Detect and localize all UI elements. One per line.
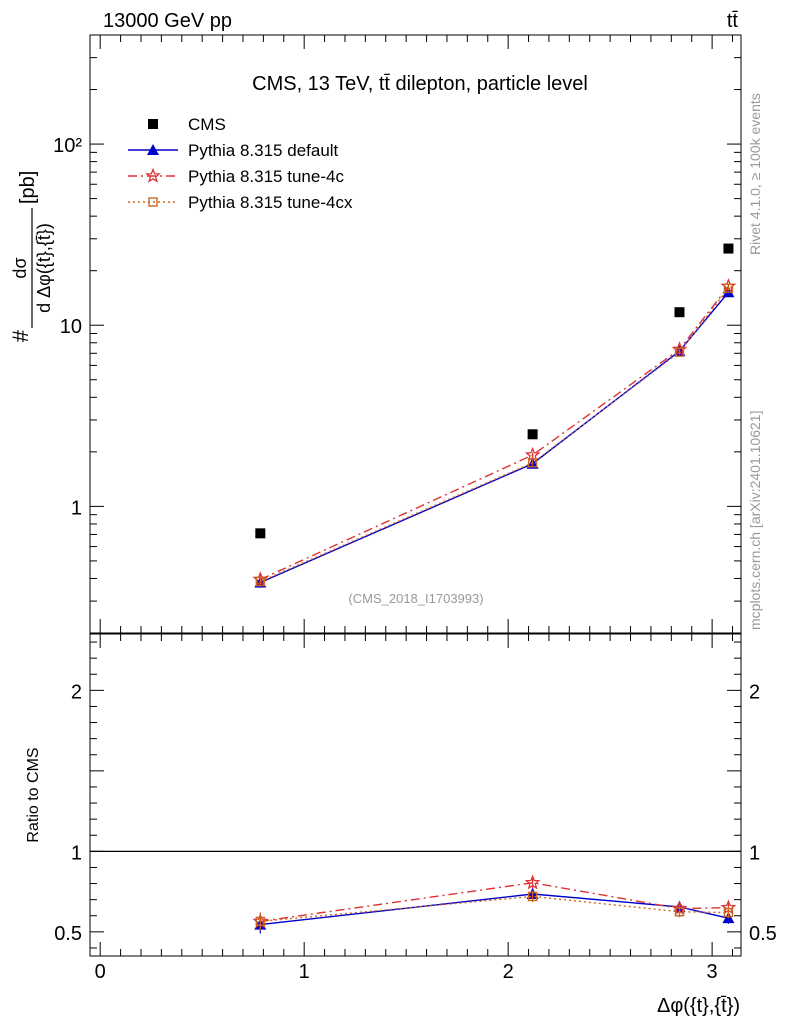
data-point xyxy=(527,891,538,902)
rivet-label: Rivet 4.1.0, ≥ 100k events xyxy=(747,93,763,255)
data-point xyxy=(147,144,159,155)
legend-label: Pythia 8.315 tune-4c xyxy=(188,167,344,186)
ratio-y-axis-label: Ratio to CMS xyxy=(25,747,42,842)
data-point xyxy=(723,243,734,254)
legend-entry: Pythia 8.315 tune-4c xyxy=(128,167,344,186)
analysis-watermark: (CMS_2018_I1703993) xyxy=(348,591,483,606)
y-label-units: [pb] xyxy=(17,171,39,204)
ratio-y-tick-label-right: 1 xyxy=(749,842,760,864)
data-point xyxy=(255,528,266,539)
data-point xyxy=(527,429,538,440)
ratio-axis-ticks xyxy=(90,634,741,956)
data-point xyxy=(148,119,158,129)
series-line xyxy=(260,895,729,923)
y-tick-label: 10 xyxy=(60,316,82,338)
series-line xyxy=(260,287,729,583)
main-title: CMS, 13 TeV, tt̄ dilepton, particle leve… xyxy=(252,73,588,95)
process-label: tt̄ xyxy=(727,10,739,32)
y-label-denominator: d Δφ({t},{t̄}) xyxy=(34,223,54,313)
data-point xyxy=(255,576,266,587)
legend-entry: Pythia 8.315 default xyxy=(128,141,339,160)
main-y-axis-label: # dσ d Δφ({t},{t̄}) [pb] xyxy=(8,171,54,343)
x-tick-labels: 0 1 2 3 xyxy=(95,961,718,983)
ratio-panel-frame xyxy=(89,633,742,957)
series-line xyxy=(260,291,729,584)
data-point xyxy=(723,283,734,293)
energy-label: 13000 GeV pp xyxy=(103,10,232,32)
series-main-pythia-8-315-tune-4cx xyxy=(255,283,734,587)
ratio-y-tick-label: 0.5 xyxy=(54,923,82,945)
series-ratio-pythia-8-315-tune-4cx xyxy=(255,890,734,931)
main-series-layer xyxy=(252,243,737,588)
x-tick-label: 0 xyxy=(95,961,106,983)
mcplots-label: mcplots.cern.ch [arXiv:2401.10621] xyxy=(747,411,763,630)
series-main-pythia-8-315-default xyxy=(254,286,735,588)
ratio-series-layer xyxy=(252,874,737,934)
main-axis-ticks xyxy=(90,34,741,634)
data-point xyxy=(145,167,161,183)
ratio-panel: 0.5 0.5 1 1 2 2 0 1 2 3 xyxy=(54,633,777,983)
data-point xyxy=(524,446,541,462)
data-point xyxy=(674,347,685,357)
legend-entry: CMS xyxy=(148,115,226,134)
series-ratio-pythia-8-315-default xyxy=(254,888,735,934)
ratio-y-tick-label: 2 xyxy=(71,681,82,703)
x-tick-label: 1 xyxy=(299,961,310,983)
series-line xyxy=(260,285,729,581)
legend: CMS Pythia 8.315 default Pythia 8.315 tune… xyxy=(128,115,353,212)
series-main-cms xyxy=(255,243,734,539)
y-label-prefix: # xyxy=(8,329,33,342)
main-panel: 1 10 10² CMS, 13 TeV, tt̄ dilepton, partic… xyxy=(53,34,742,634)
ratio-y-tick-label: 1 xyxy=(71,842,82,864)
ratio-y-tick-labels: 0.5 0.5 1 1 2 2 xyxy=(54,681,777,945)
y-tick-label: 1 xyxy=(71,497,82,519)
legend-label: Pythia 8.315 default xyxy=(188,141,339,160)
x-tick-label: 2 xyxy=(503,961,514,983)
legend-label: CMS xyxy=(188,115,226,134)
data-point xyxy=(255,916,266,927)
series-ratio-pythia-8-315-tune-4c xyxy=(252,874,737,931)
series-line xyxy=(260,882,729,923)
data-point xyxy=(524,874,541,890)
ratio-y-tick-label-right: 0.5 xyxy=(749,923,777,945)
data-point xyxy=(723,907,734,918)
series-line xyxy=(260,893,729,926)
x-axis-label: Δφ({t},{t̄}) xyxy=(657,995,740,1017)
data-point xyxy=(527,458,538,468)
x-tick-label: 3 xyxy=(707,961,718,983)
legend-entry: Pythia 8.315 tune-4cx xyxy=(128,193,353,212)
y-tick-label: 10² xyxy=(53,135,82,157)
data-point xyxy=(674,907,685,917)
y-label-numerator: dσ xyxy=(10,257,30,278)
series-main-pythia-8-315-tune-4c xyxy=(252,278,737,587)
main-y-tick-labels: 1 10 10² xyxy=(53,135,82,519)
legend-label: Pythia 8.315 tune-4cx xyxy=(188,193,353,212)
data-point xyxy=(674,307,685,318)
ratio-y-tick-label-right: 2 xyxy=(749,681,760,703)
data-point xyxy=(148,197,158,207)
